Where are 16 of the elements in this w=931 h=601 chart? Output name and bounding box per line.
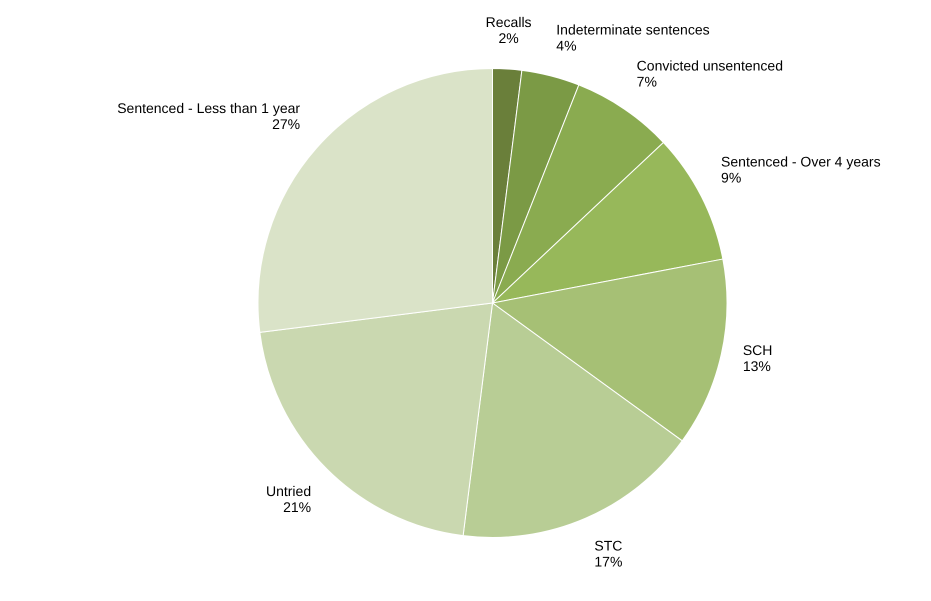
slice-label: Sentenced - Over 4 years [721,153,881,170]
slice-label: Recalls [486,14,532,30]
data-label: 21% [283,499,312,516]
data-label: 9% [721,169,742,186]
data-label: 2% [498,30,519,46]
slice-label: Convicted unsentenced [636,58,784,74]
slice-label: SCH [742,342,772,358]
data-label: 13% [742,358,771,374]
slice-label: STC [594,537,622,554]
data-label: 4% [556,37,577,54]
slice-label: Indeterminate sentences [556,21,710,38]
slice-label: Sentenced - Less than 1 year [117,100,300,116]
data-label: 7% [636,74,657,90]
slice-label: Untried [266,483,312,500]
data-label: 27% [272,116,300,132]
data-label: 17% [594,553,622,570]
